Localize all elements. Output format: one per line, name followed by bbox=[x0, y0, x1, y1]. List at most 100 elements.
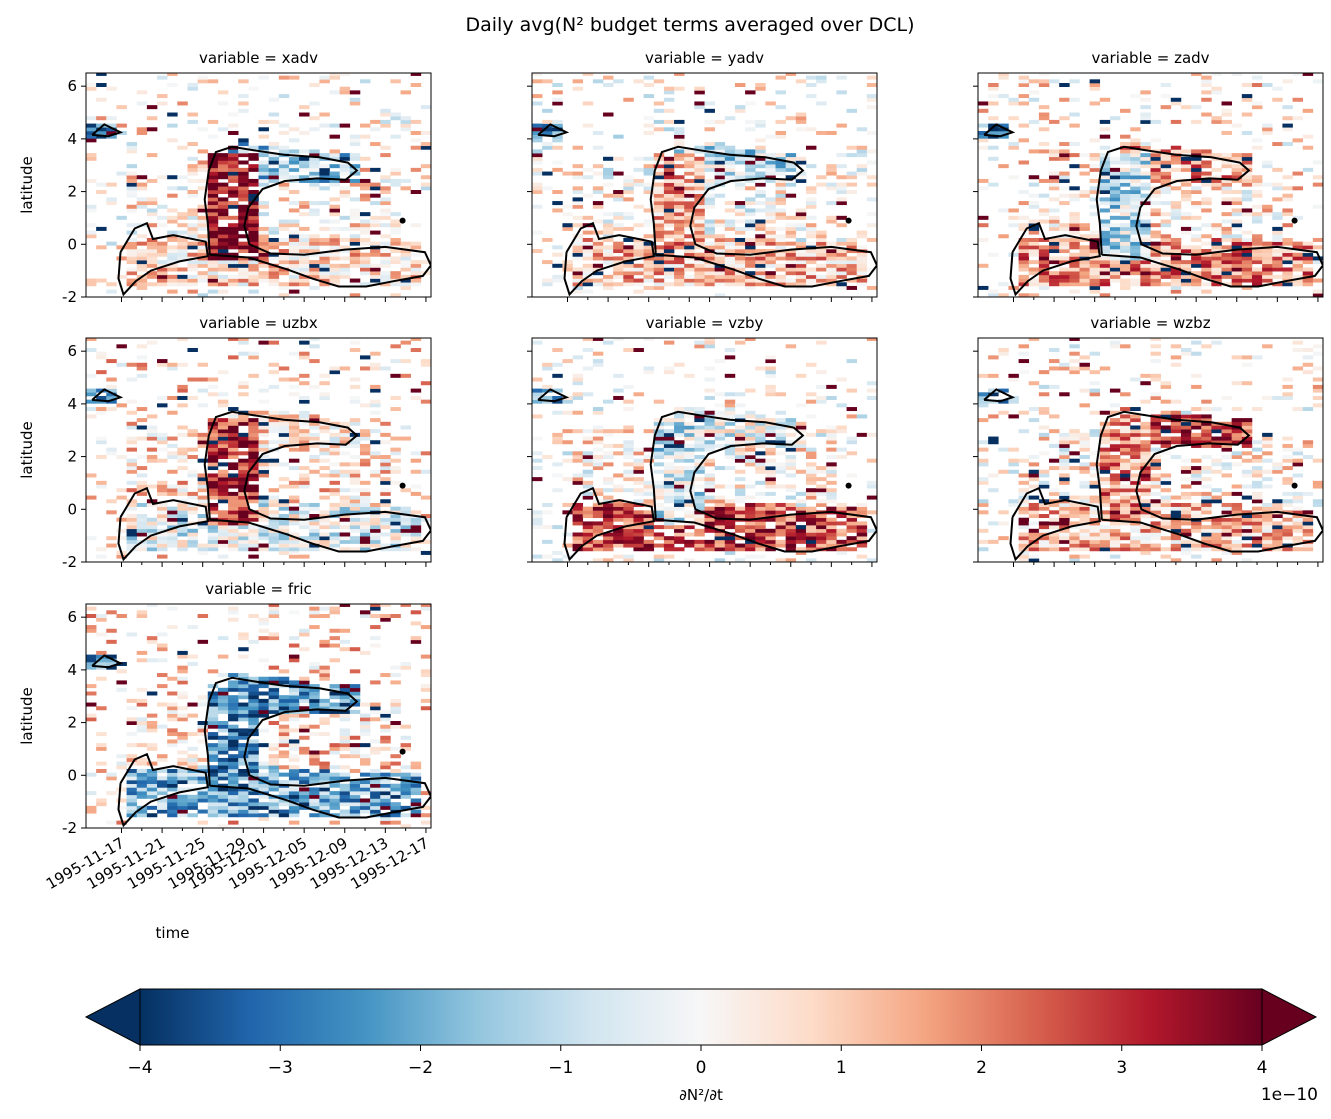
heatmap-cell bbox=[714, 271, 726, 276]
heatmap-cell bbox=[1231, 256, 1243, 261]
heatmap-cell bbox=[582, 528, 594, 533]
heatmap-cell bbox=[755, 226, 766, 231]
heatmap-cell bbox=[268, 274, 280, 279]
heatmap-cell bbox=[309, 164, 320, 169]
heatmap-cell bbox=[836, 502, 847, 507]
heatmap-cell bbox=[1272, 186, 1283, 191]
heatmap-cell bbox=[1089, 480, 1101, 485]
heatmap-cell bbox=[785, 267, 797, 272]
heatmap-cell bbox=[826, 495, 837, 500]
heatmap-cell bbox=[785, 193, 797, 198]
heatmap-cell bbox=[238, 484, 249, 489]
heatmap-cell bbox=[1038, 212, 1050, 217]
heatmap-cell bbox=[694, 443, 705, 448]
heatmap-cell bbox=[603, 543, 614, 548]
heatmap-cell bbox=[785, 455, 797, 459]
heatmap-cell bbox=[592, 145, 604, 150]
heatmap-cell bbox=[106, 384, 117, 389]
heatmap-cell bbox=[836, 186, 847, 191]
heatmap-cell bbox=[734, 267, 746, 272]
y-tick-label: 4 bbox=[67, 130, 77, 148]
heatmap-cell bbox=[805, 521, 817, 526]
heatmap-cell bbox=[724, 484, 736, 489]
heatmap-cells bbox=[532, 338, 877, 562]
heatmap-cell bbox=[420, 105, 431, 110]
heatmap-cell bbox=[157, 539, 168, 544]
heatmap-cell bbox=[633, 79, 644, 84]
heatmap-cell bbox=[694, 241, 705, 246]
heatmap-cell bbox=[299, 525, 310, 530]
heatmap-cell bbox=[613, 134, 624, 139]
heatmap-cell bbox=[653, 502, 665, 507]
heatmap-cell bbox=[582, 249, 594, 254]
heatmap-cell bbox=[816, 182, 827, 187]
heatmap-cell bbox=[1221, 274, 1232, 279]
heatmap-cell bbox=[684, 201, 695, 206]
heatmap-cell bbox=[694, 149, 705, 154]
heatmap-cell bbox=[775, 425, 786, 430]
heatmap-cell bbox=[724, 241, 736, 246]
heatmap-cell bbox=[856, 532, 868, 537]
heatmap-cell bbox=[1302, 267, 1314, 272]
heatmap-cell bbox=[400, 263, 412, 268]
heatmap-cell bbox=[1049, 278, 1060, 283]
heatmap-cell bbox=[795, 112, 807, 117]
heatmap-cell bbox=[349, 226, 361, 231]
heatmap-cell bbox=[1221, 160, 1232, 165]
heatmap-cell bbox=[856, 252, 868, 257]
heatmap-cell bbox=[704, 539, 715, 544]
heatmap-cell bbox=[1211, 278, 1222, 283]
heatmap-cell bbox=[724, 514, 736, 519]
heatmap-cell bbox=[1049, 79, 1060, 84]
heatmap-cell bbox=[826, 499, 837, 504]
heatmap-cell bbox=[1211, 282, 1222, 287]
heatmap-cell bbox=[278, 547, 290, 552]
heatmap-cell bbox=[775, 278, 786, 283]
heatmap-cell bbox=[775, 167, 786, 172]
heatmap-cell bbox=[1150, 223, 1161, 228]
heatmap-cell bbox=[380, 123, 391, 128]
heatmap-cell bbox=[228, 510, 239, 515]
heatmap-cell bbox=[1069, 123, 1080, 128]
heatmap-cell bbox=[1099, 190, 1111, 194]
heatmap-cell bbox=[207, 241, 219, 246]
heatmap-cell bbox=[663, 536, 675, 541]
heatmap-cell bbox=[207, 377, 219, 382]
heatmap-cell bbox=[785, 517, 797, 522]
heatmap-cell bbox=[370, 525, 381, 530]
heatmap-cell bbox=[380, 278, 391, 283]
heatmap-cell bbox=[228, 260, 239, 265]
heatmap-cell bbox=[765, 443, 776, 448]
heatmap-cell bbox=[826, 440, 837, 445]
heatmap-cell bbox=[562, 543, 573, 548]
heatmap-cell bbox=[177, 491, 188, 496]
heatmap-cell bbox=[1038, 451, 1050, 456]
heatmap-cell bbox=[167, 252, 178, 257]
heatmap-cell bbox=[745, 514, 756, 519]
heatmap-cell bbox=[714, 241, 726, 246]
heatmap-cell bbox=[694, 167, 705, 172]
heatmap-cell bbox=[856, 149, 868, 154]
heatmap-cell bbox=[663, 186, 675, 191]
heatmap-cells bbox=[86, 338, 431, 559]
heatmap-cell bbox=[1130, 473, 1141, 478]
heatmap-cell bbox=[1099, 495, 1111, 500]
heatmap-cell bbox=[390, 223, 401, 228]
heatmap-cell bbox=[805, 226, 817, 231]
heatmap-cell bbox=[299, 271, 310, 276]
heatmap-cell bbox=[1008, 223, 1019, 228]
heatmap-cell bbox=[268, 252, 280, 257]
heatmap-cell bbox=[248, 484, 259, 489]
heatmap-cell bbox=[86, 388, 97, 393]
heatmap-cell bbox=[288, 414, 300, 419]
heatmap-cell bbox=[329, 370, 340, 375]
heatmap-cell bbox=[380, 440, 391, 445]
heatmap-cell bbox=[582, 451, 594, 456]
heatmap-cell bbox=[1241, 153, 1253, 158]
heatmap-cell bbox=[217, 289, 229, 294]
heatmap-cell bbox=[623, 506, 634, 511]
heatmap-cell bbox=[1089, 164, 1101, 169]
heatmap-cell bbox=[228, 528, 239, 533]
